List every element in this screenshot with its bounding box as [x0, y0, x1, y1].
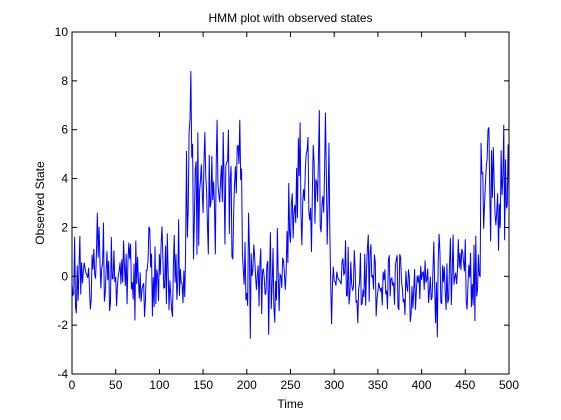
- y-axis: -4 -2 0 2 4 6 8 10: [55, 25, 509, 381]
- x-tick-label: 250: [280, 378, 300, 392]
- x-axis-label: Time: [277, 397, 304, 411]
- y-tick-label: 6: [61, 123, 68, 137]
- x-tick-label: 350: [368, 378, 388, 392]
- x-tick-label: 50: [109, 378, 123, 392]
- y-tick-label: -2: [57, 318, 68, 332]
- series-layer: [71, 71, 510, 339]
- y-tick-label: 2: [61, 220, 68, 234]
- chart-title: HMM plot with observed states: [208, 11, 372, 25]
- x-axis: 0 50 100 150 200 250 300 350 400 450 500: [69, 32, 519, 392]
- x-tick-label: 100: [149, 378, 169, 392]
- x-tick-label: 500: [499, 378, 519, 392]
- y-tick-label: 8: [61, 74, 68, 88]
- x-tick-label: 200: [237, 378, 257, 392]
- y-tick-label: 10: [55, 25, 69, 39]
- observed-state-line: [71, 71, 510, 339]
- x-tick-label: 300: [324, 378, 344, 392]
- x-tick-label: 150: [193, 378, 213, 392]
- plot-area: [72, 32, 509, 374]
- y-tick-label: 0: [61, 269, 68, 283]
- x-tick-label: 0: [69, 378, 76, 392]
- x-tick-label: 450: [455, 378, 475, 392]
- y-tick-label: -4: [57, 367, 68, 381]
- x-tick-label: 400: [412, 378, 432, 392]
- y-tick-label: 4: [61, 172, 68, 186]
- y-axis-label: Observed State: [33, 161, 47, 245]
